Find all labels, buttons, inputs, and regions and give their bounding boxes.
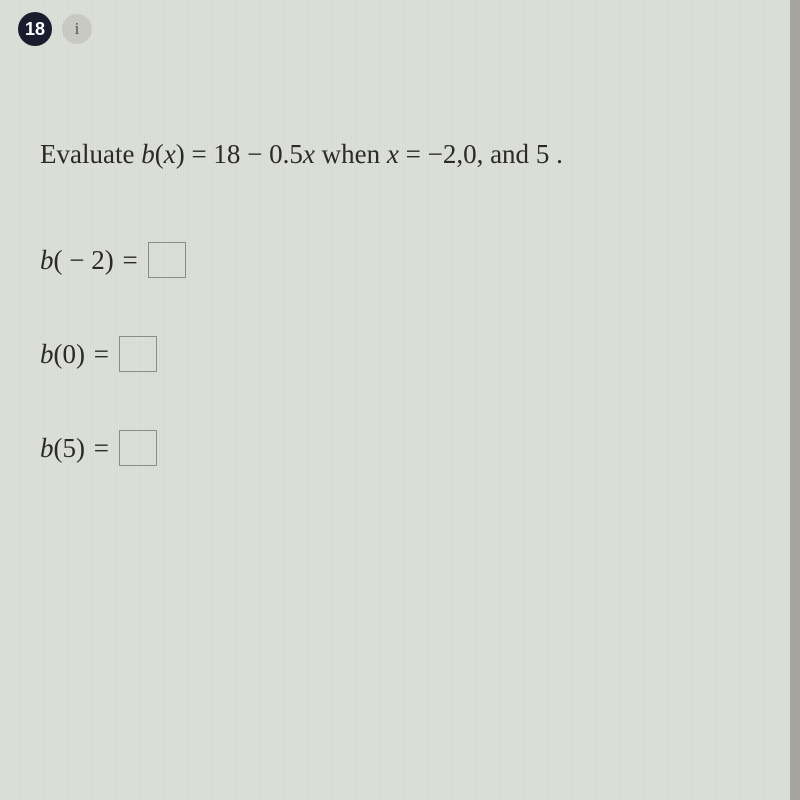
prompt-paren-open: ( (155, 139, 164, 169)
prompt-paren-close: ) (176, 139, 185, 169)
answer-lhs: b(0) = (40, 341, 111, 368)
prompt-var3: x (387, 139, 399, 169)
answer-eq: = (114, 245, 140, 275)
question-content: Evaluate b(x) = 18 − 0.5x when x = −2,0,… (18, 136, 782, 466)
prompt-and: and (483, 139, 535, 169)
answer-paren-close: ) (105, 245, 114, 275)
answer-inside-pre: − (63, 245, 92, 275)
prompt-vals: −2,0, (428, 139, 484, 169)
answer-paren-open: ( (54, 245, 63, 275)
answer-row: b(0) = (40, 336, 742, 372)
prompt-eq2: = (399, 139, 428, 169)
prompt-coef: 0.5 (269, 139, 303, 169)
answer-paren-open: ( (54, 339, 63, 369)
answer-input-b-5[interactable] (119, 430, 157, 466)
answer-row: b( − 2) = (40, 242, 742, 278)
page-edge-shadow (790, 0, 800, 800)
answer-row: b(5) = (40, 430, 742, 466)
prompt-eq: = (185, 139, 214, 169)
answer-func: b (40, 245, 54, 275)
question-header: 18 i (18, 12, 782, 46)
info-icon: i (75, 19, 80, 39)
question-number: 18 (25, 19, 45, 40)
answer-func: b (40, 433, 54, 463)
answer-eq: = (85, 339, 111, 369)
prompt-period: . (549, 139, 563, 169)
prompt-text: Evaluate b(x) = 18 − 0.5x when x = −2,0,… (40, 136, 742, 172)
answer-func: b (40, 339, 54, 369)
prompt-when: when (315, 139, 387, 169)
answer-inside-val: 2 (91, 245, 105, 275)
prompt-const1: 18 (213, 139, 240, 169)
answer-input-b-neg2[interactable] (148, 242, 186, 278)
prompt-minus: − (240, 139, 269, 169)
answer-inside-val: 5 (63, 433, 77, 463)
prompt-lastval: 5 (536, 139, 550, 169)
answer-paren-close: ) (76, 433, 85, 463)
answer-lhs: b( − 2) = (40, 247, 140, 274)
answer-paren-close: ) (76, 339, 85, 369)
answer-inside-val: 0 (63, 339, 77, 369)
prompt-prefix: Evaluate (40, 139, 141, 169)
question-number-badge: 18 (18, 12, 52, 46)
answer-eq: = (85, 433, 111, 463)
answer-paren-open: ( (54, 433, 63, 463)
prompt-var2: x (303, 139, 315, 169)
prompt-var: x (164, 139, 176, 169)
prompt-func: b (141, 139, 155, 169)
answer-input-b-0[interactable] (119, 336, 157, 372)
info-button[interactable]: i (62, 14, 92, 44)
answer-lhs: b(5) = (40, 435, 111, 462)
